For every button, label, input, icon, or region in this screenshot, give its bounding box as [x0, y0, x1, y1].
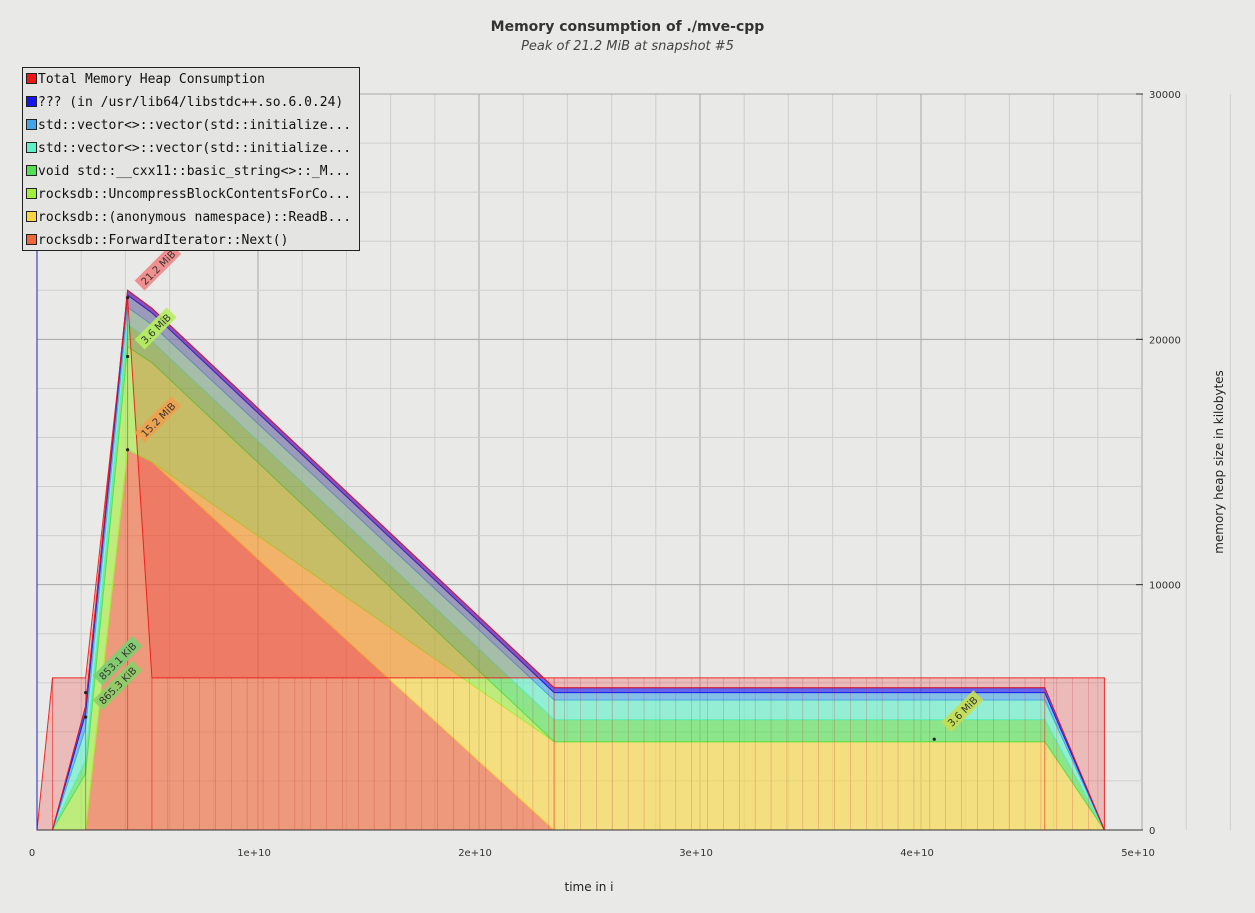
snapshot-lines	[51, 297, 1089, 830]
legend-swatch	[26, 165, 37, 176]
annotation-point	[126, 296, 130, 300]
legend-swatch	[26, 234, 37, 245]
annotation-badge	[134, 396, 182, 443]
legend-label: void std::__cxx11::basic_string<>::_M...	[38, 164, 352, 179]
x-tick-label: 1e+10	[237, 848, 271, 859]
chart-subtitle: Peak of 21.2 MiB at snapshot #5	[521, 39, 734, 54]
y-tick-label: 30000	[1149, 90, 1181, 101]
legend-label: Total Memory Heap Consumption	[38, 72, 265, 87]
annotation-point	[84, 691, 88, 695]
x-axis-label: time in i	[564, 880, 613, 894]
x-tick-label: 3e+10	[679, 848, 713, 859]
legend-item: rocksdb::(anonymous namespace)::ReadB...	[26, 209, 351, 227]
legend-swatch	[26, 73, 37, 84]
legend-item: ??? (in /usr/lib64/libstdc++.so.6.0.24)	[26, 94, 343, 112]
chart-title: Memory consumption of ./mve-cpp	[490, 19, 765, 35]
legend-swatch	[26, 96, 37, 107]
annotation-point	[126, 354, 130, 359]
legend-item: rocksdb::ForwardIterator::Next()	[26, 232, 288, 250]
y-axis-label: memory heap size in kilobytes	[1212, 370, 1226, 554]
legend-label: std::vector<>::vector(std::initialize...	[38, 118, 352, 133]
legend-item: std::vector<>::vector(std::initialize...	[26, 117, 351, 135]
annotation-badge	[134, 244, 182, 291]
legend-item: std::vector<>::vector(std::initialize...	[26, 140, 351, 158]
legend-label: std::vector<>::vector(std::initialize...	[38, 141, 352, 156]
legend-item: void std::__cxx11::basic_string<>::_M...	[26, 163, 351, 181]
legend-swatch	[26, 188, 37, 199]
legend-swatch	[26, 142, 37, 153]
y-tick-label: 20000	[1149, 335, 1181, 346]
legend-item: Total Memory Heap Consumption	[26, 71, 265, 89]
legend-swatch	[26, 119, 37, 130]
annotation-point	[84, 715, 88, 719]
x-tick-label: 0	[29, 848, 35, 859]
x-tick-label: 5e+10	[1121, 848, 1155, 859]
legend-label: ??? (in /usr/lib64/libstdc++.so.6.0.24)	[38, 95, 344, 110]
legend-swatch	[26, 211, 37, 222]
legend-item: rocksdb::UncompressBlockContentsForCo...	[26, 186, 351, 204]
annotation-badge	[92, 636, 143, 686]
annotation-badge	[92, 660, 143, 711]
y-tick-label: 10000	[1149, 581, 1181, 592]
legend-label: rocksdb::UncompressBlockContentsForCo...	[38, 187, 352, 202]
y-tick-label: 0	[1149, 826, 1155, 837]
annotation-point	[932, 737, 936, 741]
annotation-badge	[134, 307, 177, 350]
chart-legend: Total Memory Heap Consumption ??? (in /us…	[22, 67, 360, 251]
annotation-badge	[941, 690, 984, 733]
legend-label: rocksdb::(anonymous namespace)::ReadB...	[38, 210, 352, 225]
x-tick-label: 4e+10	[900, 848, 934, 859]
legend-label: rocksdb::ForwardIterator::Next()	[38, 233, 289, 248]
x-tick-label: 2e+10	[458, 848, 492, 859]
annotation-point	[126, 448, 130, 452]
